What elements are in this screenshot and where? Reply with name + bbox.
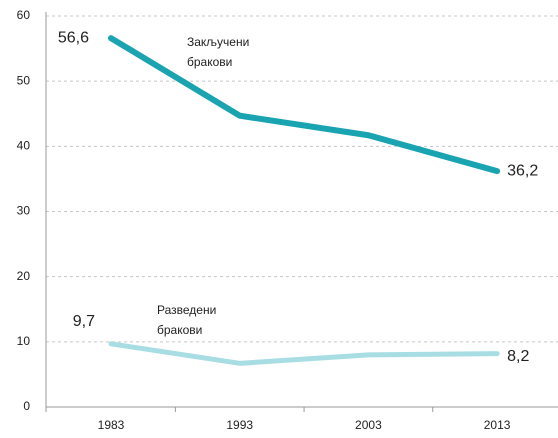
- series-label: Закључени бракови: [187, 35, 250, 69]
- x-tick-label: 2003: [355, 418, 382, 432]
- y-tick-label: 50: [17, 73, 31, 87]
- x-tick-label: 1993: [226, 418, 253, 432]
- value-label: 8,2: [507, 348, 529, 365]
- y-tick-label: 10: [17, 334, 31, 348]
- y-tick-label: 60: [17, 8, 31, 22]
- x-tick-label: 1983: [98, 418, 125, 432]
- y-tick-label: 0: [23, 399, 30, 413]
- y-tick-label: 40: [17, 139, 31, 153]
- series-line: [108, 341, 500, 366]
- series-line: [108, 35, 501, 175]
- value-label: 36,2: [507, 162, 538, 179]
- value-label: 56,6: [58, 29, 89, 46]
- y-tick-label: 20: [17, 269, 31, 283]
- series-label: Разведени бракови: [157, 303, 217, 337]
- value-label: 9,7: [73, 313, 95, 330]
- y-tick-label: 30: [17, 204, 31, 218]
- x-tick-label: 2013: [484, 418, 511, 432]
